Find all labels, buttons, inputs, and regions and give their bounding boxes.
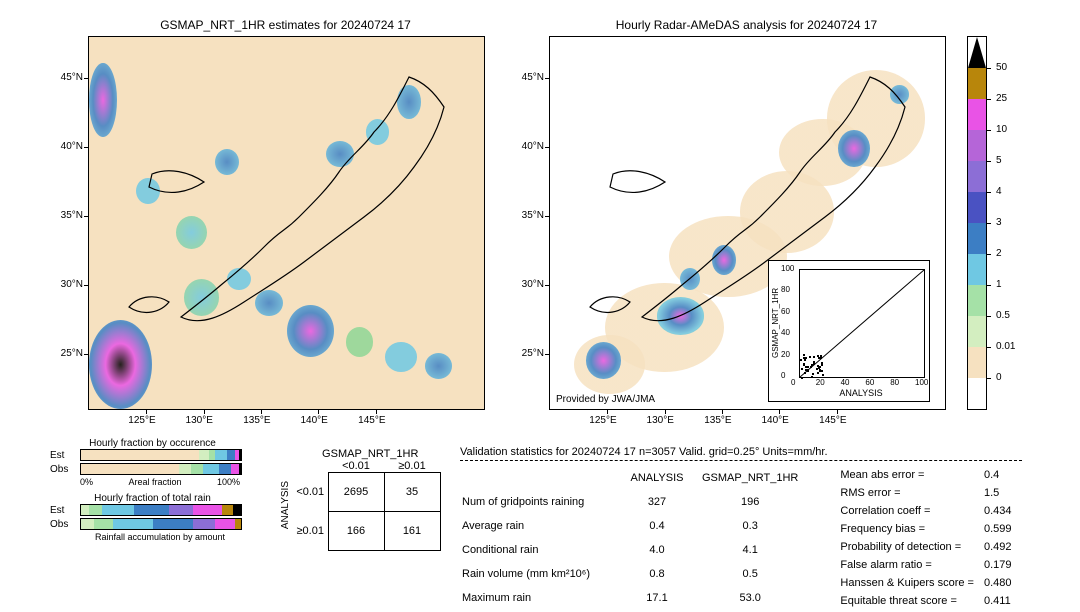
validation-stats: Validation statistics for 20240724 17 n=… (460, 446, 1022, 611)
left-map: 45°N40°N35°N30°N25°N125°E130°E135°E140°E… (88, 36, 485, 410)
right-map-title: Hourly Radar-AMeDAS analysis for 2024072… (549, 18, 944, 32)
fraction-panels: Hourly fraction by occurenceEstObs0%Area… (50, 438, 255, 542)
contingency-table: GSMAP_NRT_1HRANALYSIS<0.01≥0.01<0.012695… (280, 448, 441, 551)
colorbar: 502510543210.50.010 (967, 36, 987, 410)
left-map-title: GSMAP_NRT_1HR estimates for 20240724 17 (88, 18, 483, 32)
scatter-inset: 002020404060608080100100ANALYSISGSMAP_NR… (768, 260, 930, 402)
